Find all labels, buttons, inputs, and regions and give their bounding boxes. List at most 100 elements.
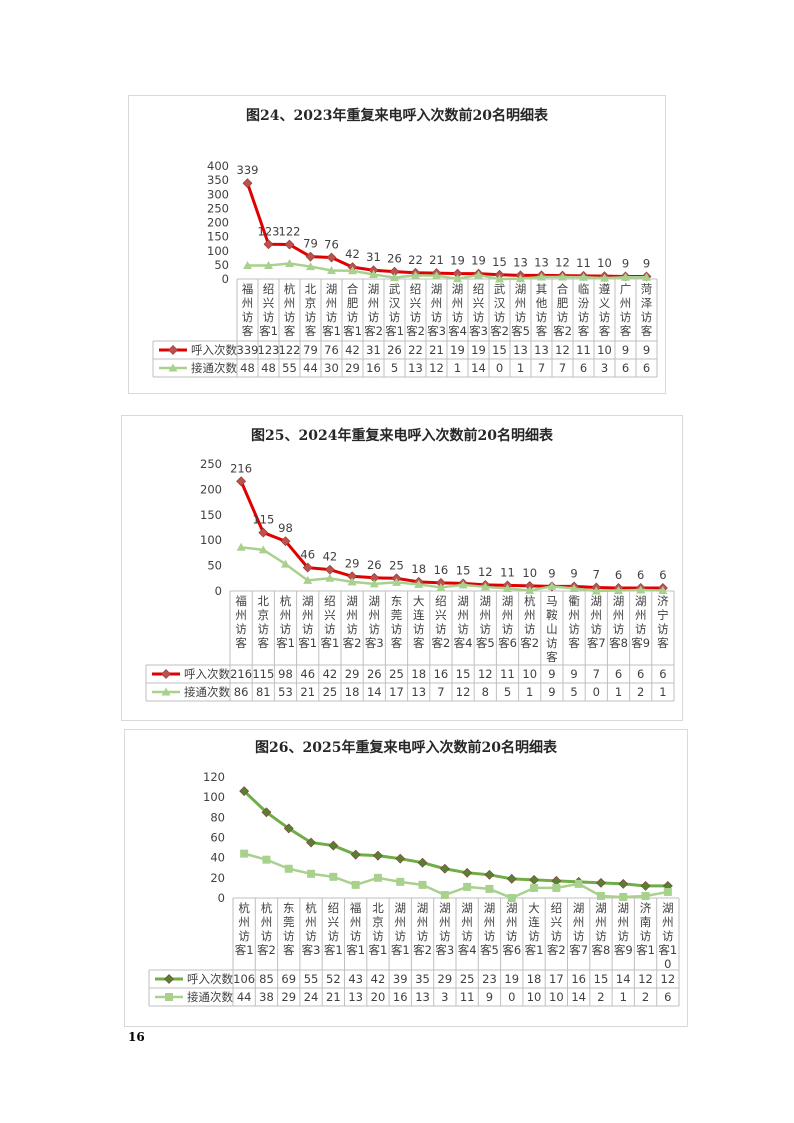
x-tick-label: 客1 — [369, 943, 388, 957]
x-tick-label: 肥 — [347, 296, 359, 310]
y-tick-label: 100 — [207, 244, 229, 258]
y-tick-label: 350 — [207, 173, 229, 187]
x-tick-label: 绍 — [263, 282, 275, 296]
table-cell: 14 — [571, 990, 586, 1004]
x-tick-label: 州 — [595, 915, 607, 929]
x-tick-label: 州 — [484, 915, 496, 929]
table-cell: 9 — [643, 343, 650, 357]
data-label: 6 — [615, 568, 622, 582]
data-label: 22 — [408, 253, 423, 267]
x-tick-label: 湖 — [439, 901, 451, 915]
x-tick-label: 客1 — [658, 943, 677, 957]
x-tick-label: 遵 — [599, 282, 611, 296]
x-tick-label: 客6 — [498, 636, 517, 650]
table-cell: 7 — [593, 667, 600, 681]
table-cell: 216 — [230, 667, 252, 681]
x-tick-label: 访 — [635, 622, 647, 636]
data-point — [596, 891, 605, 900]
x-tick-label: 客1 — [636, 943, 655, 957]
table-cell: 10 — [527, 990, 542, 1004]
data-point — [619, 892, 628, 901]
x-tick-label: 访 — [302, 622, 314, 636]
table-cell: 1 — [615, 685, 622, 699]
x-tick-label: 湖 — [595, 901, 607, 915]
data-label: 42 — [345, 247, 360, 261]
data-label: 46 — [300, 548, 315, 562]
x-tick-label: 访 — [452, 310, 464, 324]
x-tick-label: 客2 — [343, 636, 362, 650]
x-tick-label: 湖 — [395, 901, 407, 915]
x-tick-label: 州 — [515, 296, 527, 310]
data-point — [641, 891, 650, 900]
table-cell: 5 — [504, 685, 511, 699]
data-point — [242, 178, 253, 189]
x-tick-label: 访 — [431, 310, 443, 324]
legend-label: 呼入次数 — [184, 667, 230, 681]
x-tick-label: 州 — [620, 296, 632, 310]
x-tick-label: 访 — [506, 929, 518, 943]
data-point — [414, 579, 424, 588]
x-tick-label: 客1 — [298, 636, 317, 650]
x-tick-label: 访 — [439, 929, 451, 943]
data-point — [281, 559, 290, 568]
data-point — [480, 582, 490, 591]
data-point — [462, 867, 473, 878]
data-point — [396, 877, 405, 886]
table-cell: 19 — [450, 343, 465, 357]
x-tick-label: 客1 — [320, 636, 339, 650]
y-tick-label: 0 — [215, 584, 222, 598]
x-tick-label: 京 — [258, 608, 270, 622]
x-tick-label: 客3 — [365, 636, 384, 650]
x-tick-label: 客1 — [324, 943, 343, 957]
table-cell: 18 — [411, 667, 426, 681]
x-tick-label: 其 — [536, 282, 548, 296]
x-tick-label: 访 — [324, 622, 336, 636]
x-tick-label: 访 — [305, 929, 317, 943]
y-tick-label: 20 — [210, 871, 225, 885]
table-cell: 14 — [367, 685, 382, 699]
x-tick-label: 湖 — [613, 594, 625, 608]
x-tick-label: 客 — [235, 636, 247, 650]
data-point — [537, 272, 546, 281]
x-tick-label: 兴 — [324, 608, 336, 622]
data-point — [663, 887, 672, 896]
data-label: 16 — [434, 563, 449, 577]
data-point — [596, 877, 606, 888]
x-tick-label: 湖 — [618, 901, 630, 915]
table-cell: 81 — [256, 685, 271, 699]
data-label: 10 — [597, 256, 612, 270]
x-tick-label: 京 — [372, 915, 384, 929]
data-label: 6 — [659, 568, 666, 582]
data-label: 13 — [534, 255, 549, 269]
x-tick-label: 客5 — [476, 636, 495, 650]
y-tick-label: 0 — [218, 891, 225, 905]
table-cell: 16 — [393, 990, 408, 1004]
data-point — [658, 585, 668, 594]
x-tick-label: 客 — [641, 324, 653, 338]
x-tick-label: 州 — [326, 296, 338, 310]
chart-2024: 图25、2024年重复来电呼入次数前20名明细表 0 50 100 150 200 250 福… — [121, 415, 683, 721]
x-tick-label: 州 — [235, 608, 247, 622]
x-tick-label: 客6 — [502, 943, 521, 957]
y-tick-label: 120 — [203, 770, 225, 784]
table-cell: 10 — [549, 990, 564, 1004]
x-tick-label: 客5 — [511, 324, 530, 338]
x-tick-label: 客1 — [385, 324, 404, 338]
data-point — [463, 882, 472, 891]
x-tick-label: 湖 — [635, 594, 647, 608]
data-point — [351, 880, 360, 889]
x-tick-label: 湖 — [573, 901, 585, 915]
x-tick-label: 客 — [305, 324, 317, 338]
data-point — [640, 880, 651, 891]
legend-key — [152, 669, 180, 679]
x-tick-label: 访 — [524, 622, 536, 636]
chart-title: 图26、2025年重复来电呼入次数前20名明细表 — [255, 739, 558, 756]
x-tick-label: 客 — [536, 324, 548, 338]
x-tick-label: 绍 — [435, 594, 447, 608]
chart-title: 图24、2023年重复来电呼入次数前20名明细表 — [246, 107, 549, 124]
chart-title: 图25、2024年重复来电呼入次数前20名明细表 — [251, 427, 554, 444]
x-tick-label: 济 — [640, 901, 652, 915]
x-tick-label: 客2 — [553, 324, 572, 338]
data-point — [347, 577, 357, 586]
data-label: 26 — [367, 558, 382, 572]
